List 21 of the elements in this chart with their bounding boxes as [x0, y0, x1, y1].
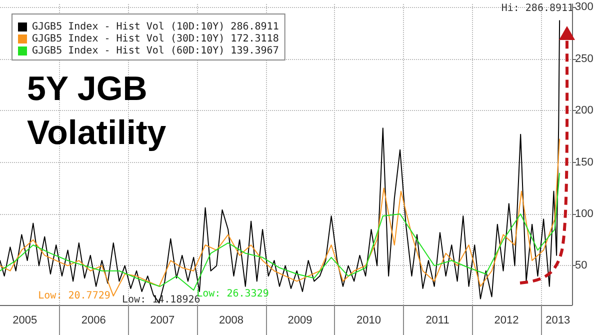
x-tick-label: 2011: [426, 314, 450, 326]
x-tick-label: 2008: [219, 314, 244, 326]
x-tick-label: 2013: [546, 314, 570, 326]
y-tick-label: 100: [575, 208, 594, 220]
legend-label: GJGB5 Index - Hist Vol (30D:10Y) 172.3118: [32, 34, 279, 44]
y-tick-label: 300: [575, 1, 594, 14]
legend-label: GJGB5 Index - Hist Vol (10D:10Y) 286.8911: [32, 22, 279, 32]
x-tick-label: 2005: [12, 314, 38, 326]
x-tick-label: 2009: [288, 314, 312, 326]
y-tick-label: 200: [575, 104, 594, 117]
y-tick-label: 250: [575, 52, 594, 65]
x-tick-label: 2006: [81, 314, 106, 326]
x-tick-label: 2012: [494, 314, 519, 326]
y-tick-label: 150: [575, 156, 594, 168]
annotation: Low: 20.7729: [38, 290, 110, 302]
legend-label: GJGB5 Index - Hist Vol (60D:10Y) 139.3967: [32, 46, 279, 56]
y-tick-label: 50: [575, 260, 588, 272]
annotation: Hi: 286.8911: [501, 3, 574, 14]
text: 5Y JGB Volatility: [27, 70, 166, 152]
x-tick-label: 2010: [356, 314, 382, 326]
x-tick-label: 2007: [150, 314, 175, 326]
